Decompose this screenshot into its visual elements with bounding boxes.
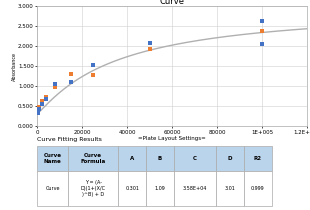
Point (259, 20, 264, 23)
Point (39, 100, 44, 103)
Text: C: C (193, 156, 197, 161)
Point (44, 96, 49, 99)
Text: 1.09: 1.09 (155, 186, 166, 191)
Point (37, 107, 42, 111)
Point (147, 47, 152, 51)
Text: 0.999: 0.999 (251, 186, 265, 191)
Point (69, 80, 73, 84)
Text: Curve: Curve (45, 186, 60, 191)
Bar (244, 146, 272, 171)
Bar (146, 171, 174, 206)
Title: Curve: Curve (160, 0, 184, 5)
Bar (244, 171, 272, 206)
Text: 3.58E+04: 3.58E+04 (183, 186, 207, 191)
Text: Curve
Name: Curve Name (44, 153, 62, 164)
Point (69, 72, 73, 76)
Point (39, 102, 44, 105)
Bar (37, 146, 68, 171)
Text: Curve Fitting Results: Curve Fitting Results (37, 137, 102, 142)
Point (147, 41, 152, 45)
Text: Curve
Formula: Curve Formula (80, 153, 106, 164)
Text: D: D (228, 156, 232, 161)
Bar (216, 171, 244, 206)
Bar (118, 146, 146, 171)
Point (37, 106, 42, 109)
Bar (174, 171, 216, 206)
Text: A: A (130, 156, 134, 161)
Text: B: B (158, 156, 162, 161)
Bar (118, 171, 146, 206)
Point (91, 73, 96, 77)
Bar (174, 146, 216, 171)
Point (36, 112, 41, 115)
Point (44, 97, 49, 101)
Text: 3.01: 3.01 (224, 186, 235, 191)
Text: R2: R2 (254, 156, 262, 161)
Bar (146, 146, 174, 171)
Bar (68, 171, 118, 206)
X-axis label: =Plate Layout Settings=: =Plate Layout Settings= (138, 136, 206, 141)
Text: 0.301: 0.301 (125, 186, 139, 191)
Y-axis label: Absorbance: Absorbance (11, 52, 17, 81)
Text: Y = (A-
D)(1+(X/C
)^B) + D: Y = (A- D)(1+(X/C )^B) + D (81, 180, 106, 197)
Point (259, 29, 264, 33)
Bar (216, 146, 244, 171)
Point (36, 109, 41, 113)
Point (53, 83, 58, 86)
Bar (37, 171, 68, 206)
Point (53, 86, 58, 89)
Point (259, 43, 264, 46)
Point (91, 64, 96, 67)
Bar (68, 146, 118, 171)
